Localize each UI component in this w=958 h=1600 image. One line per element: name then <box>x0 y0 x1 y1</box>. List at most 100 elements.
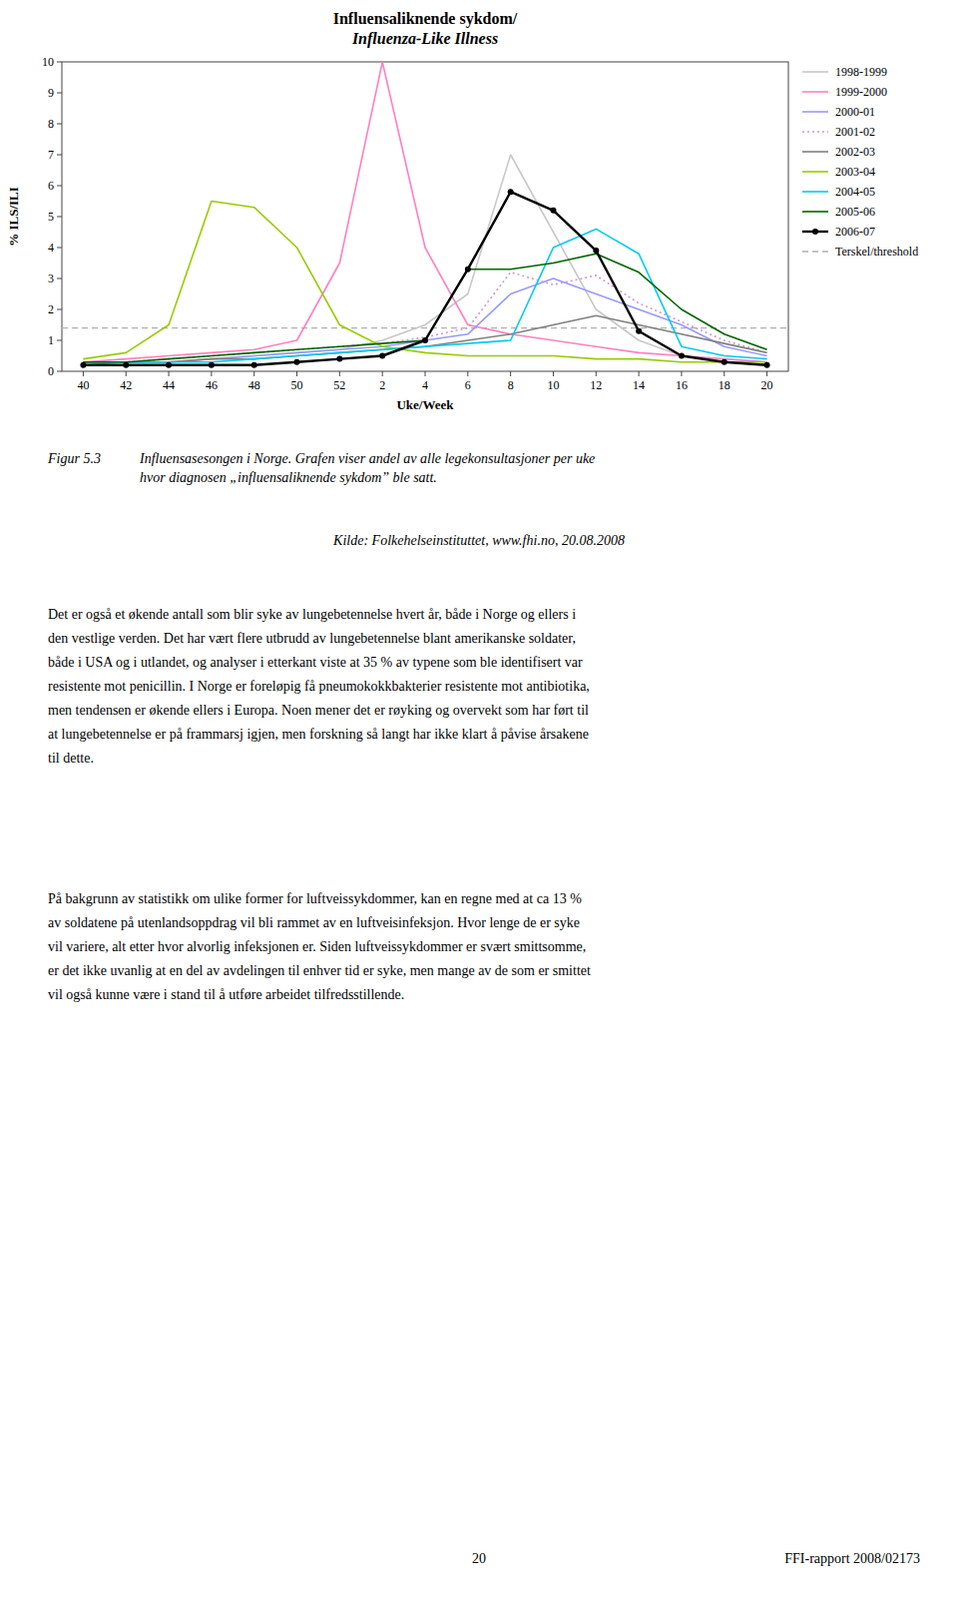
series-marker <box>549 207 556 214</box>
x-tick <box>680 371 682 377</box>
legend-label: 2006-07 <box>835 224 876 239</box>
x-tick-label: 48 <box>248 378 261 393</box>
y-tick <box>56 247 62 249</box>
x-tick-label: 14 <box>632 378 645 393</box>
series-marker <box>592 247 599 254</box>
x-tick <box>82 371 84 377</box>
legend-swatch <box>802 170 829 173</box>
y-tick-label: 4 <box>47 240 54 255</box>
x-tick-label: 46 <box>205 378 218 393</box>
y-axis-label: % ILS/ILI <box>5 186 21 247</box>
series-marker <box>721 359 728 366</box>
series-line <box>82 154 767 366</box>
text-line: både i USA og i utlandet, og analyser i … <box>47 654 583 670</box>
legend-label: Terskel/threshold <box>835 244 919 259</box>
legend-swatch <box>802 110 829 113</box>
x-tick-label: 20 <box>761 378 774 393</box>
legend-swatch <box>802 90 829 93</box>
legend-label: 1998-1999 <box>835 64 888 79</box>
series-marker <box>422 337 429 344</box>
x-tick-label: 44 <box>162 378 175 393</box>
x-tick <box>552 371 554 377</box>
body-paragraph: På bakgrunn av statistikk om ulike forme… <box>47 891 591 1002</box>
x-tick-label: 16 <box>675 378 688 393</box>
series-line <box>82 191 767 366</box>
x-tick-label: 40 <box>76 378 89 393</box>
y-tick-label: 1 <box>47 333 54 348</box>
page-svg: Influensaliknende sykdom/Influenza-Like … <box>0 0 958 1600</box>
x-tick-label: 18 <box>718 378 731 393</box>
x-tick <box>638 371 640 377</box>
series-marker <box>251 362 258 369</box>
series <box>82 201 767 363</box>
page-number: 20 <box>472 1550 486 1566</box>
legend-label: 2000-01 <box>835 104 876 119</box>
text-line: Influensasesongen i Norge. Grafen viser … <box>138 451 595 467</box>
legend-swatch <box>802 210 829 213</box>
page: {"chart_data": { "type": "line", "title"… <box>0 0 958 1600</box>
series-line <box>82 272 767 363</box>
plot-frame <box>61 61 789 372</box>
x-tick <box>339 371 341 377</box>
series-marker <box>507 188 514 195</box>
series-line <box>82 201 767 363</box>
legend-swatch <box>802 70 829 73</box>
x-tick <box>467 371 469 377</box>
title: Influensaliknende sykdom/ <box>333 9 518 28</box>
legend-swatch <box>802 190 829 193</box>
x-tick <box>766 371 768 377</box>
series-marker <box>294 359 301 366</box>
series <box>79 188 770 369</box>
text-line: den vestlige verden. Det har vært flere … <box>47 630 576 646</box>
subtitle: Influenza-Like Illness <box>351 29 498 48</box>
x-tick <box>125 371 127 377</box>
series-line <box>82 61 767 363</box>
text-line: resistente mot penicillin. I Norge er fo… <box>47 678 590 694</box>
x-axis: 404244464850522468101214161820 <box>76 371 773 393</box>
x-tick <box>296 371 298 377</box>
series <box>82 315 767 363</box>
series <box>82 154 767 366</box>
x-tick <box>168 371 170 377</box>
text-line: vil også kunne være i stand til å utføre… <box>47 986 405 1002</box>
legend-label: 2005-06 <box>835 204 876 219</box>
text-line: men tendensen er økende ellers i Europa.… <box>47 702 589 718</box>
series-marker <box>678 353 685 360</box>
x-tick-label: 50 <box>291 378 304 393</box>
text-line: til dette. <box>47 750 94 766</box>
legend-label: 1999-2000 <box>835 84 888 99</box>
y-tick-label: 3 <box>47 271 54 286</box>
x-axis-label: Uke/Week <box>396 397 455 413</box>
text-line: vil variere, alt etter hvor alvorlig inf… <box>47 939 586 955</box>
x-tick-label: 42 <box>119 378 132 393</box>
x-tick <box>210 371 212 377</box>
y-tick-label: 7 <box>47 147 54 162</box>
text-line: Figur 5.3 <box>46 451 101 467</box>
y-tick <box>56 309 62 311</box>
x-tick <box>382 371 384 377</box>
threshold-line <box>61 327 789 329</box>
x-tick <box>595 371 597 377</box>
y-tick <box>56 371 62 373</box>
y-tick-label: 5 <box>47 209 54 224</box>
series-line <box>82 278 767 363</box>
x-tick-label: 52 <box>333 378 346 393</box>
x-tick-label: 8 <box>507 378 514 393</box>
legend-swatch <box>802 250 829 253</box>
y-tick-label: 0 <box>47 364 54 379</box>
y-tick-label: 8 <box>47 116 54 131</box>
x-tick <box>723 371 725 377</box>
series-marker <box>79 362 86 369</box>
series <box>82 61 767 363</box>
series-marker <box>208 362 215 369</box>
y-tick <box>56 92 62 94</box>
series-marker <box>165 362 172 369</box>
series-marker <box>635 328 642 335</box>
y-axis: 012345678910 <box>41 54 62 379</box>
text-line: av soldatene på utenlandsoppdrag vil bli… <box>47 915 580 931</box>
series <box>82 278 767 363</box>
series-marker <box>122 362 129 369</box>
y-tick-label: 2 <box>47 302 54 317</box>
legend-swatch <box>802 150 829 153</box>
y-tick <box>56 216 62 218</box>
